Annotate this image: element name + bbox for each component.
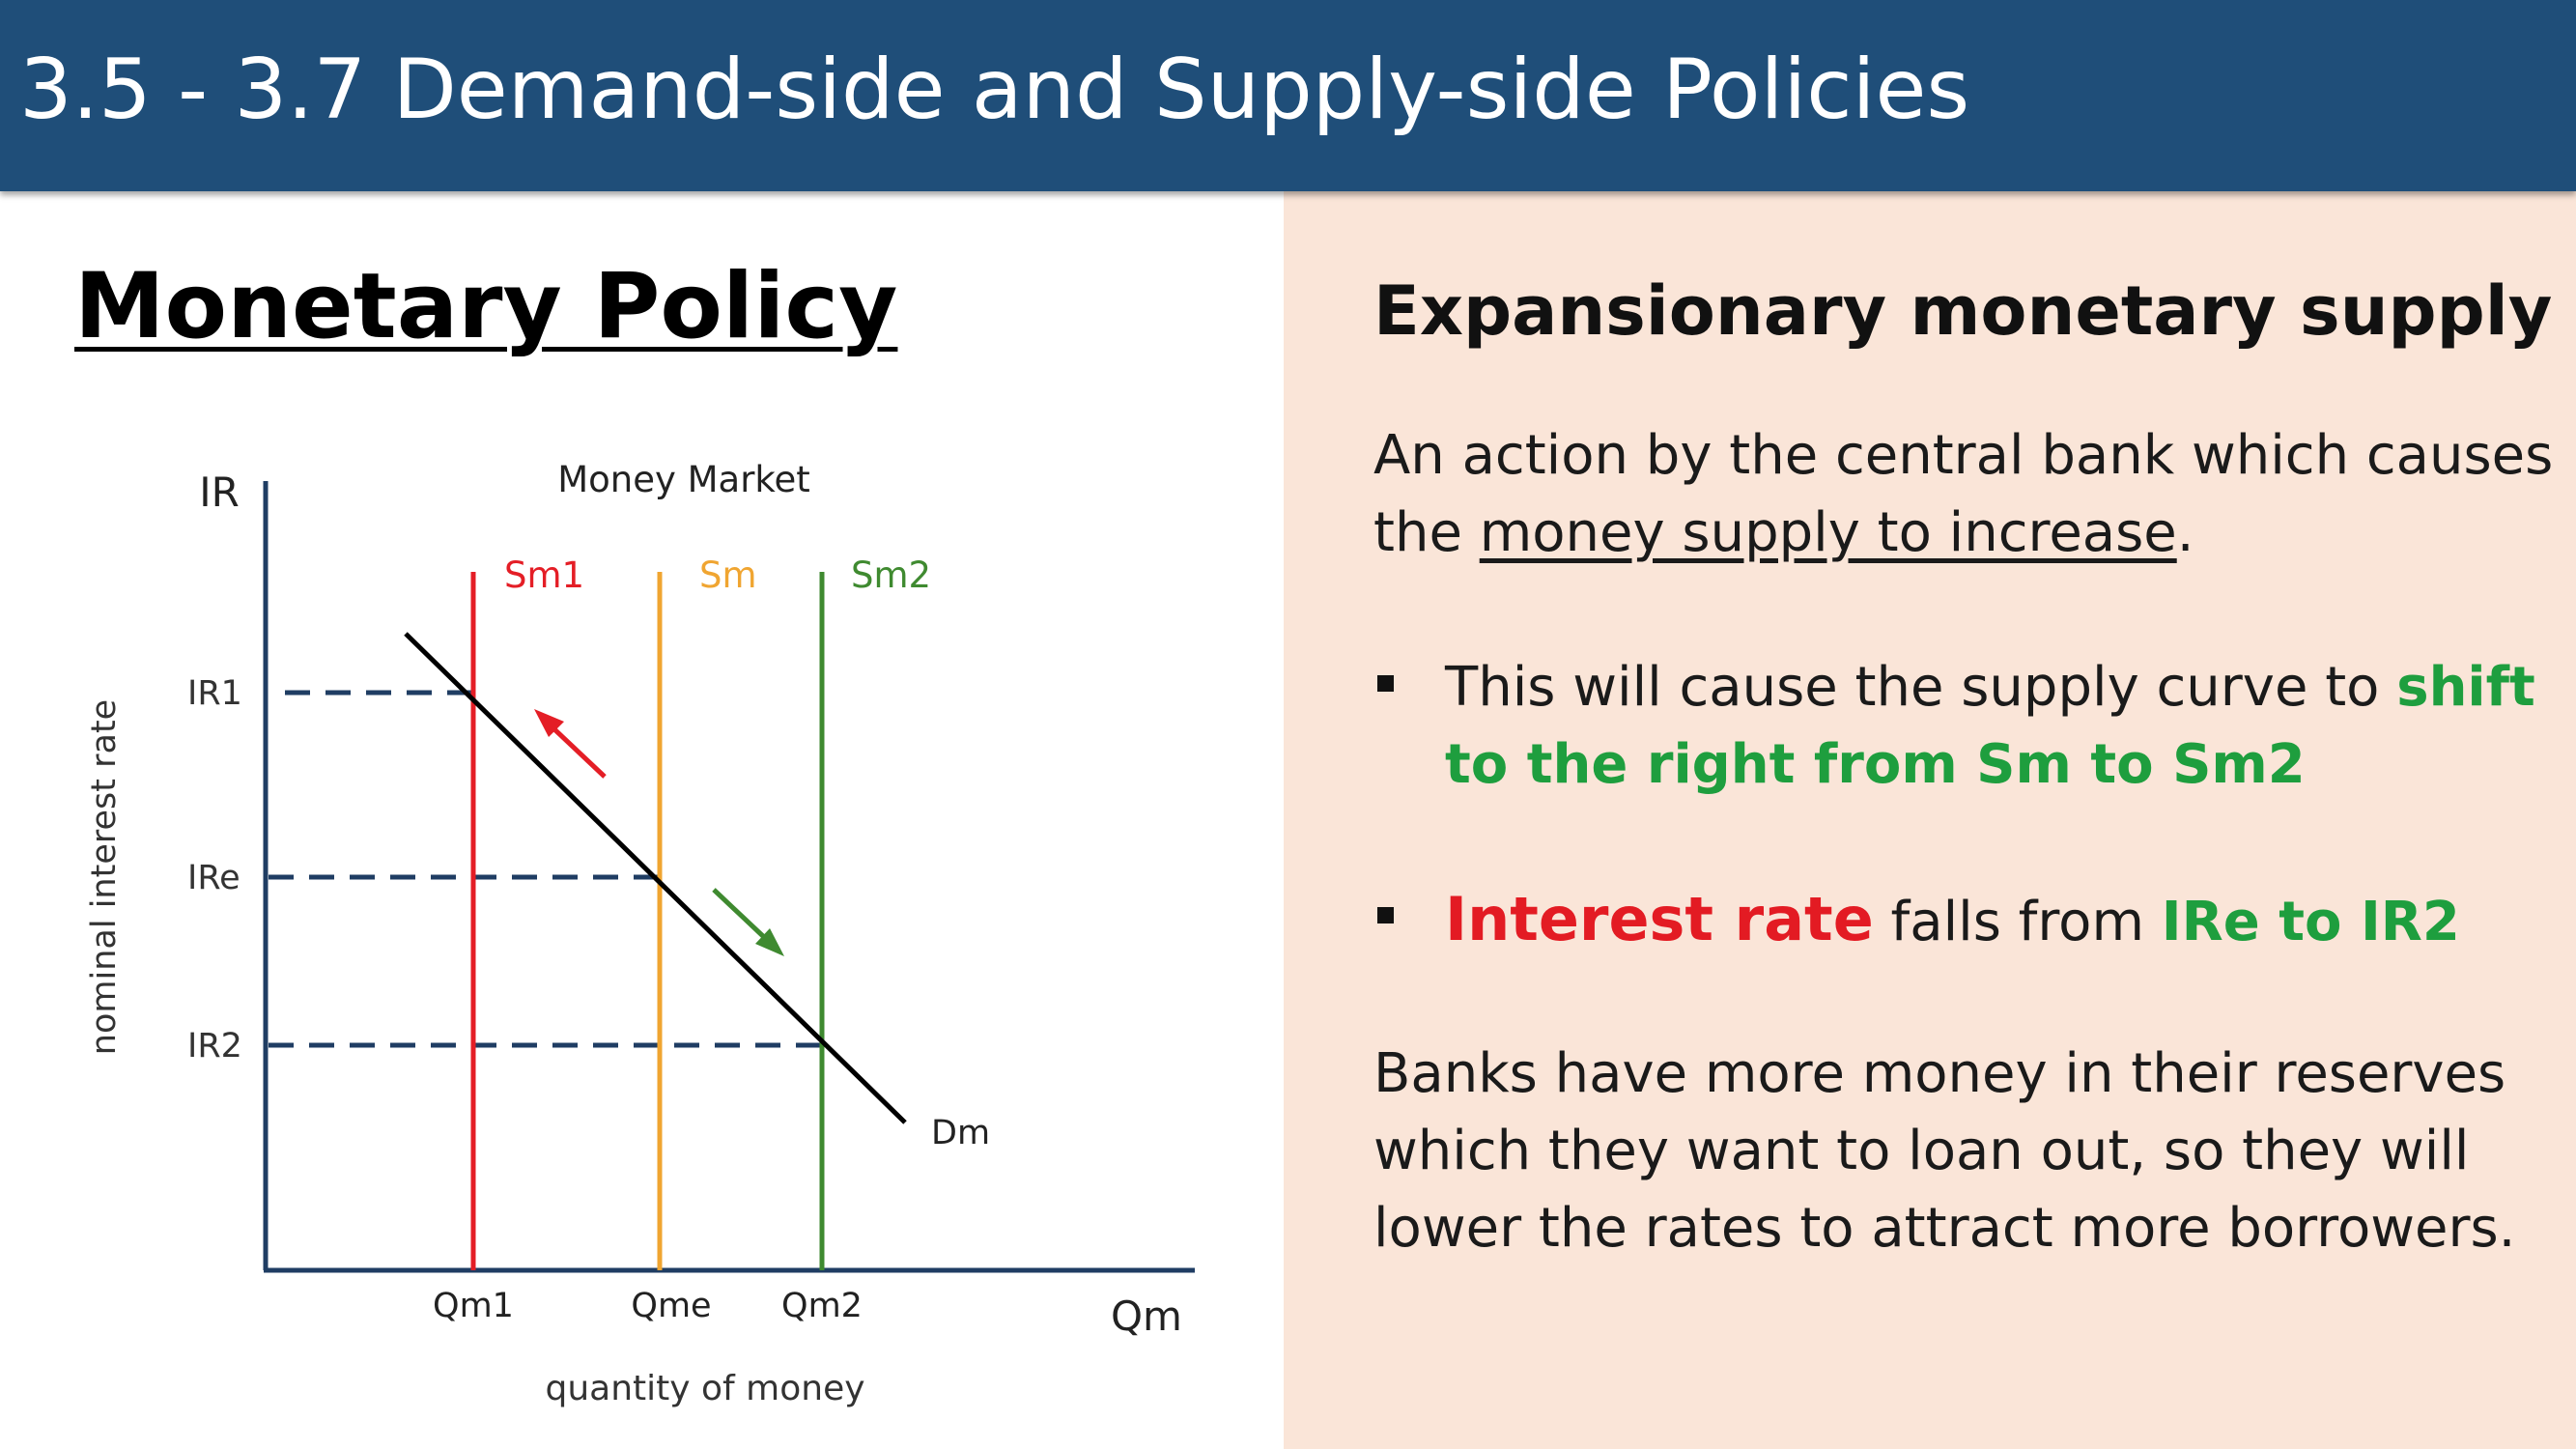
bullet-square-icon [1377,907,1394,923]
diagram-title: Money Market [557,459,810,500]
arrow-up-left [534,709,607,779]
y-tick-ir2: IR2 [187,1027,242,1065]
demand-curve [404,632,907,1124]
y-tick-ir1: IR1 [187,674,242,713]
y-axis-title: nominal interest rate [85,699,124,1055]
bullet-supply-shift: This will cause the supply curve to shif… [1445,656,2535,796]
closing-paragraph: Banks have more money in their reserves … [1373,1042,2516,1260]
demand-label: Dm [931,1114,990,1152]
supply-label-sm: Sm [699,554,757,596]
panel-heading: Expansionary monetary supply [1373,271,2553,351]
interest-rate-highlight: Interest rate [1445,884,1874,954]
definition-line-1: An action by the central bank which caus… [1373,424,2554,487]
x-axis-label: Qm [1111,1293,1182,1340]
y-tick-ire: IRe [187,859,241,897]
bullet-interest-rate: Interest rate falls from IRe to IR2 [1445,884,2460,954]
section-title: Monetary Policy [74,254,898,359]
underlined-phrase: money supply to increase [1479,501,2177,564]
slide-header: 3.5 - 3.7 Demand-side and Supply-side Po… [0,0,2576,191]
x-tick-qme: Qme [631,1287,711,1325]
bullet-square-icon [1377,675,1394,692]
arrow-down-right [712,888,784,956]
definition-line-2: the money supply to increase. [1373,501,2194,564]
x-axis-title: quantity of money [545,1369,864,1408]
supply-label-sm1: Sm1 [504,554,584,596]
x-tick-qm1: Qm1 [433,1287,514,1325]
definition-paragraph: An action by the central bank which caus… [1373,417,2553,572]
y-axis-label: IR [199,469,240,516]
supply-label-sm2: Sm2 [851,554,931,596]
x-tick-qm2: Qm2 [781,1287,863,1325]
right-panel [1284,191,2576,1449]
money-market-diagram: Money Market IR nominal interest rate Sm… [85,459,1195,1408]
slide-title: 3.5 - 3.7 Demand-side and Supply-side Po… [19,42,1970,138]
